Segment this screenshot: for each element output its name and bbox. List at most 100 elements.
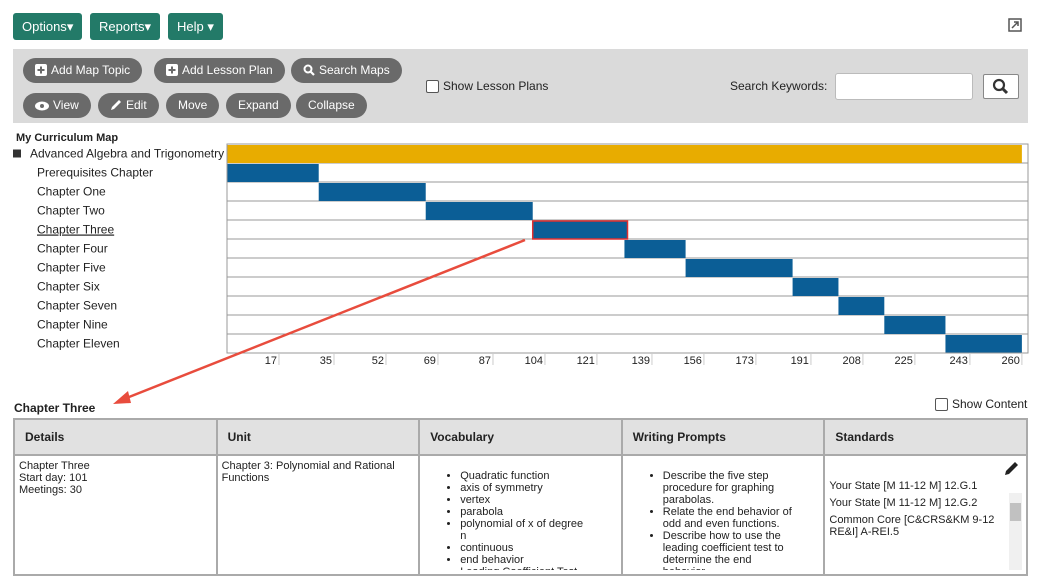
writing-prompt: Relate the end behavior of odd and even … xyxy=(663,506,793,530)
help-button[interactable]: Help ▾ xyxy=(168,13,223,40)
x-tick-label: 260 xyxy=(1002,355,1020,367)
row-label: Chapter Nine xyxy=(37,318,108,332)
writing-prompt: Describe the five step procedure for gra… xyxy=(663,470,793,506)
bar xyxy=(425,202,533,220)
add-map-topic-button[interactable]: Add Map Topic xyxy=(23,58,143,83)
detail-table: Details Unit Vocabulary Writing Prompts … xyxy=(13,418,1028,576)
writing-prompts-cell: Describe the five step procedure for gra… xyxy=(620,454,826,576)
checkbox-label: Show Content xyxy=(952,397,1028,411)
button-label: Add Lesson Plan xyxy=(182,63,273,77)
vocabulary-item: Quadratic function xyxy=(460,470,590,482)
row-label: Chapter Two xyxy=(37,204,105,218)
button-label: Expand xyxy=(238,98,279,112)
x-tick-label: 87 xyxy=(479,355,491,367)
row-label: Chapter Eleven xyxy=(37,337,120,351)
bar xyxy=(884,316,946,334)
vocabulary-item: polynomial of x of degree n xyxy=(460,518,590,542)
x-tick-label: 173 xyxy=(736,355,754,367)
x-tick-label: 243 xyxy=(950,355,968,367)
row-label: Chapter Five xyxy=(37,261,106,275)
unit-text: Chapter 3: Polynomial and Rational Funct… xyxy=(221,460,395,484)
button-label: Help xyxy=(177,19,204,34)
standard-item: Common Core [C&CRS&KM 9-12 RE&I] A-REI.5 xyxy=(829,514,995,538)
column-header: Details xyxy=(13,418,218,456)
vocabulary-item: continuous xyxy=(460,542,590,554)
unit-cell: Chapter 3: Polynomial and Rational Funct… xyxy=(215,454,421,576)
button-label: Edit xyxy=(126,98,147,112)
detail-line: Start day: 101 xyxy=(19,472,88,484)
detail-title: Chapter Three xyxy=(14,401,96,415)
search-input[interactable] xyxy=(835,73,973,100)
bar xyxy=(531,220,629,240)
x-tick-label: 225 xyxy=(895,355,913,367)
x-tick-label: 191 xyxy=(791,355,809,367)
chart-title: My Curriculum Map xyxy=(16,132,119,144)
options-button[interactable]: Options▾ xyxy=(13,13,83,40)
column-header: Standards xyxy=(823,418,1028,456)
button-label: Move xyxy=(178,98,208,112)
bar xyxy=(227,164,319,182)
button-label: Search Maps xyxy=(319,63,390,77)
bar xyxy=(227,145,1022,163)
vocabulary-item: axis of symmetry xyxy=(460,482,590,494)
button-label: View xyxy=(53,98,79,112)
writing-prompt: Describe how to use the leading coeffici… xyxy=(663,530,793,570)
x-tick-label: 104 xyxy=(525,355,543,367)
row-label: Chapter Four xyxy=(37,242,108,256)
button-label: Collapse xyxy=(308,98,355,112)
vocabulary-item: vertex xyxy=(460,494,590,506)
detail-line: Chapter Three xyxy=(19,460,90,472)
column-header: Unit xyxy=(215,418,421,456)
popout-icon[interactable] xyxy=(1008,18,1022,32)
pointer-arrow xyxy=(123,238,526,401)
search-label: Search Keywords: xyxy=(730,79,828,93)
row-label: Chapter Seven xyxy=(37,299,117,313)
bar xyxy=(318,183,426,201)
bar xyxy=(945,335,1022,353)
move-button[interactable]: Move xyxy=(166,93,220,118)
collapse-button[interactable]: Collapse xyxy=(296,93,367,118)
detail-line: Meetings: 30 xyxy=(19,484,82,496)
search-maps-button[interactable]: Search Maps xyxy=(291,58,402,83)
standards-cell: Your State [M 11-12 M] 12.G.1 Your State … xyxy=(823,454,1028,576)
add-lesson-plan-button[interactable]: Add Lesson Plan xyxy=(154,58,285,83)
bar xyxy=(792,278,839,296)
row-label: Chapter Six xyxy=(37,280,100,294)
x-tick-label: 208 xyxy=(843,355,861,367)
show-lesson-plans-checkbox[interactable] xyxy=(426,80,439,93)
search-icon xyxy=(992,78,1009,95)
show-content-checkbox[interactable] xyxy=(935,398,948,411)
search-button[interactable] xyxy=(983,74,1019,99)
x-tick-label: 139 xyxy=(632,355,650,367)
row-label: Advanced Algebra and Trigonometry xyxy=(30,147,224,161)
row-label: Chapter One xyxy=(37,185,106,199)
plot-border xyxy=(226,143,1029,354)
button-label: Add Map Topic xyxy=(51,63,131,77)
checkbox-label: Show Lesson Plans xyxy=(443,79,549,93)
vocabulary-item: parabola xyxy=(460,506,590,518)
x-tick-label: 121 xyxy=(577,355,595,367)
vocabulary-cell: Quadratic functionaxis of symmetryvertex… xyxy=(418,454,623,576)
expand-button[interactable]: Expand xyxy=(226,93,291,118)
vocabulary-item: Leading Coefficient Test xyxy=(460,566,590,570)
x-tick-label: 17 xyxy=(265,355,277,367)
row-label: Prerequisites Chapter xyxy=(37,166,153,180)
bar xyxy=(838,297,885,315)
button-label: Options xyxy=(22,19,67,34)
edit-button[interactable]: Edit xyxy=(98,93,159,118)
column-header: Writing Prompts xyxy=(620,418,826,456)
view-button[interactable]: View xyxy=(23,93,91,118)
x-tick-label: 35 xyxy=(320,355,332,367)
x-tick-label: 156 xyxy=(684,355,702,367)
pointer-arrowhead xyxy=(113,391,131,404)
x-tick-label: 69 xyxy=(424,355,436,367)
scrollbar[interactable] xyxy=(1009,493,1022,570)
column-header: Vocabulary xyxy=(418,418,623,456)
standard-item: Your State [M 11-12 M] 12.G.2 xyxy=(829,497,978,509)
reports-button[interactable]: Reports▾ xyxy=(90,13,161,40)
standard-item: Your State [M 11-12 M] 12.G.1 xyxy=(829,480,978,492)
bar xyxy=(685,259,793,277)
details-cell: Chapter Three Start day: 101 Meetings: 30 xyxy=(13,454,218,576)
edit-icon[interactable] xyxy=(1004,460,1020,476)
